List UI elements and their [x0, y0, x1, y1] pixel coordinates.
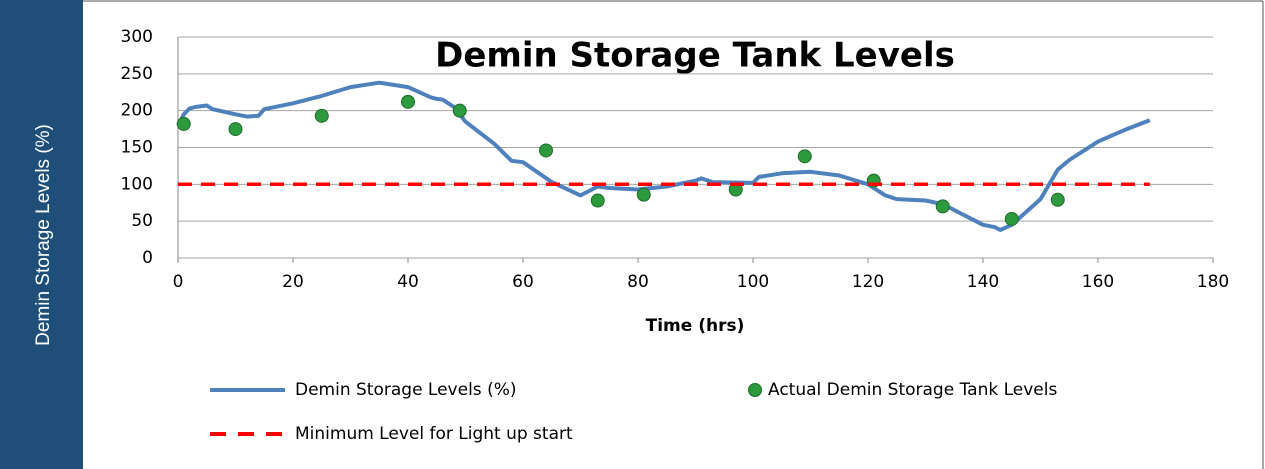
data-line: [176, 80, 1151, 232]
scatter-point: [539, 143, 553, 158]
y-tick-label: 50: [131, 211, 153, 231]
x-tick-label: 100: [737, 272, 769, 292]
scatter-point: [452, 103, 467, 118]
scatter-point: [176, 116, 191, 131]
scatter-point: [590, 193, 605, 208]
x-tick-label: 60: [512, 272, 534, 292]
scatter-point: [228, 122, 243, 137]
x-tick-label: 120: [852, 272, 884, 292]
y-axis-label: Demin Storage Levels (%): [33, 124, 54, 346]
x-tick-label: 40: [397, 272, 419, 292]
scatter-point: [1004, 211, 1019, 226]
legend-label: Minimum Level for Light up start: [295, 424, 573, 444]
y-tick-label: 200: [121, 101, 153, 121]
y-tick-label: 150: [121, 138, 153, 158]
y-tick-label: 0: [142, 248, 153, 268]
y-tick-label: 250: [121, 64, 153, 84]
x-tick-label: 160: [1082, 272, 1114, 292]
x-tick-label: 0: [173, 272, 184, 292]
scatter-point: [1050, 192, 1065, 207]
scatter-point: [314, 108, 329, 123]
x-tick-label: 180: [1197, 272, 1229, 292]
y-tick-label: 300: [121, 27, 153, 47]
scatter-point: [636, 187, 651, 202]
x-tick-label: 140: [967, 272, 999, 292]
x-tick-label: 80: [627, 272, 649, 292]
scatter-point: [401, 94, 415, 109]
legend-label: Demin Storage Levels (%): [295, 380, 516, 400]
y-tick-label: 100: [121, 174, 153, 194]
x-axis-label: Time (hrs): [646, 316, 745, 336]
chart-title: Demin Storage Tank Levels: [435, 36, 955, 76]
legend-label: Actual Demin Storage Tank Levels: [768, 380, 1057, 400]
scatter-point: [797, 149, 812, 164]
side-band: [0, 0, 83, 469]
scatter-point: [935, 199, 950, 214]
x-tick-label: 20: [282, 272, 304, 292]
legend-marker: [748, 383, 762, 397]
